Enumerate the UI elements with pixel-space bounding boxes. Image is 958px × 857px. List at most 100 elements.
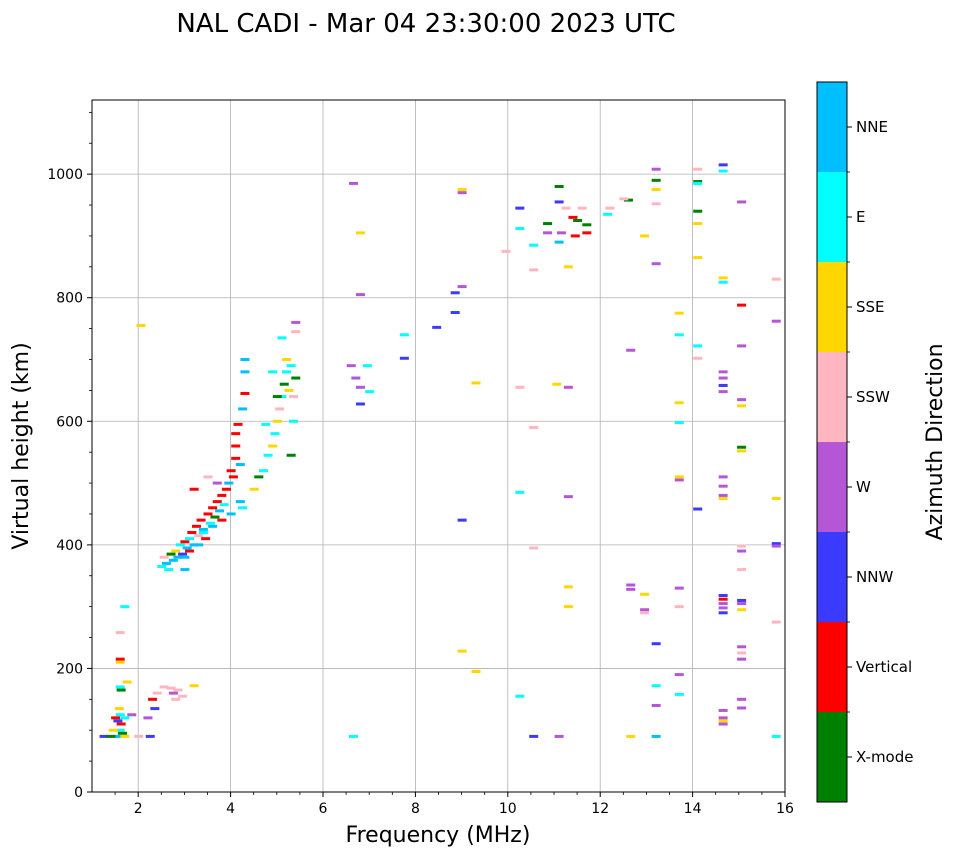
echo-point	[120, 734, 130, 738]
echo-point	[198, 531, 208, 534]
echo-point	[175, 543, 185, 547]
echo-point	[651, 642, 661, 646]
echo-point	[279, 382, 289, 386]
echo-point	[286, 453, 296, 457]
echo-point	[115, 713, 125, 717]
echo-point	[693, 344, 703, 348]
y-tick-label: 800	[56, 291, 83, 307]
echo-point	[355, 231, 365, 235]
echo-point	[277, 336, 287, 340]
echo-point	[718, 370, 728, 374]
echo-point	[113, 734, 123, 738]
echo-point	[120, 605, 130, 609]
echo-point	[737, 449, 747, 453]
echo-point	[148, 697, 158, 701]
echo-point	[194, 534, 204, 538]
echo-point	[450, 291, 460, 295]
echo-point	[737, 303, 747, 307]
colorbar-label: W	[856, 478, 871, 496]
echo-point	[674, 475, 684, 479]
echo-point	[173, 688, 183, 692]
echo-point	[99, 734, 109, 738]
echo-point	[529, 268, 539, 272]
echo-point	[164, 568, 174, 572]
echo-point	[215, 509, 225, 513]
echo-point	[161, 561, 171, 565]
x-tick-label: 8	[411, 801, 420, 817]
echo-point	[737, 608, 747, 612]
x-tick-label: 2	[134, 801, 143, 817]
echo-point	[737, 568, 747, 572]
echo-point	[238, 506, 248, 510]
echo-point	[120, 716, 130, 720]
echo-point	[737, 398, 747, 402]
colorbar-label: E	[856, 208, 865, 226]
echo-point	[122, 680, 132, 684]
echo-point	[693, 167, 703, 171]
echo-point	[288, 419, 298, 423]
echo-point	[178, 552, 188, 556]
echo-point	[619, 197, 629, 201]
echo-point	[626, 348, 636, 352]
echo-point	[543, 222, 553, 226]
chart-title: NAL CADI - Mar 04 23:30:00 2023 UTC	[176, 9, 675, 39]
echo-point	[355, 385, 365, 389]
echo-point	[674, 311, 684, 315]
echo-point	[651, 734, 661, 738]
echo-point	[737, 706, 747, 710]
echo-point	[346, 364, 356, 368]
echo-point	[282, 370, 292, 374]
echo-point	[605, 206, 615, 210]
echo-point	[552, 382, 562, 386]
echo-point	[570, 234, 580, 238]
echo-point	[210, 515, 220, 519]
echo-point	[737, 404, 747, 408]
echo-point	[291, 376, 301, 380]
echo-point	[640, 608, 650, 612]
echo-point	[355, 402, 365, 406]
echo-point	[258, 469, 268, 473]
echo-point	[737, 598, 747, 602]
echo-point	[693, 356, 703, 360]
echo-point	[626, 734, 636, 738]
echo-point	[737, 697, 747, 701]
echo-point	[737, 544, 747, 548]
echo-point	[582, 231, 592, 235]
echo-point	[238, 407, 248, 411]
colorbar-segment	[817, 442, 847, 532]
echo-point	[515, 490, 525, 494]
echo-point	[626, 583, 636, 587]
echo-point	[718, 493, 728, 497]
echo-point	[115, 631, 125, 635]
echo-point	[626, 587, 636, 591]
echo-point	[718, 475, 728, 479]
echo-point	[115, 657, 125, 661]
echo-point	[718, 719, 728, 723]
echo-point	[674, 421, 684, 425]
echo-point	[674, 586, 684, 590]
echo-point	[159, 685, 169, 689]
echo-point	[718, 602, 728, 606]
echo-point	[240, 358, 250, 361]
colorbar-label: SSW	[856, 388, 890, 406]
colorbar-segment	[817, 352, 847, 442]
echo-point	[563, 385, 573, 389]
echo-point	[563, 265, 573, 269]
echo-point	[168, 691, 178, 695]
echo-point	[737, 657, 747, 661]
echo-point	[737, 445, 747, 449]
x-axis-label: Frequency (MHz)	[346, 823, 531, 848]
echo-point	[529, 425, 539, 429]
echo-point	[651, 704, 661, 707]
echo-point	[563, 585, 573, 589]
echo-point	[166, 686, 176, 690]
echo-point	[718, 597, 728, 601]
x-tick-label: 16	[776, 801, 794, 817]
echo-point	[693, 209, 703, 213]
echo-point	[771, 319, 781, 323]
echo-point	[718, 497, 728, 501]
echo-point	[554, 185, 564, 188]
echo-point	[226, 512, 236, 516]
echo-point	[217, 493, 227, 497]
plot-frame	[91, 99, 786, 793]
